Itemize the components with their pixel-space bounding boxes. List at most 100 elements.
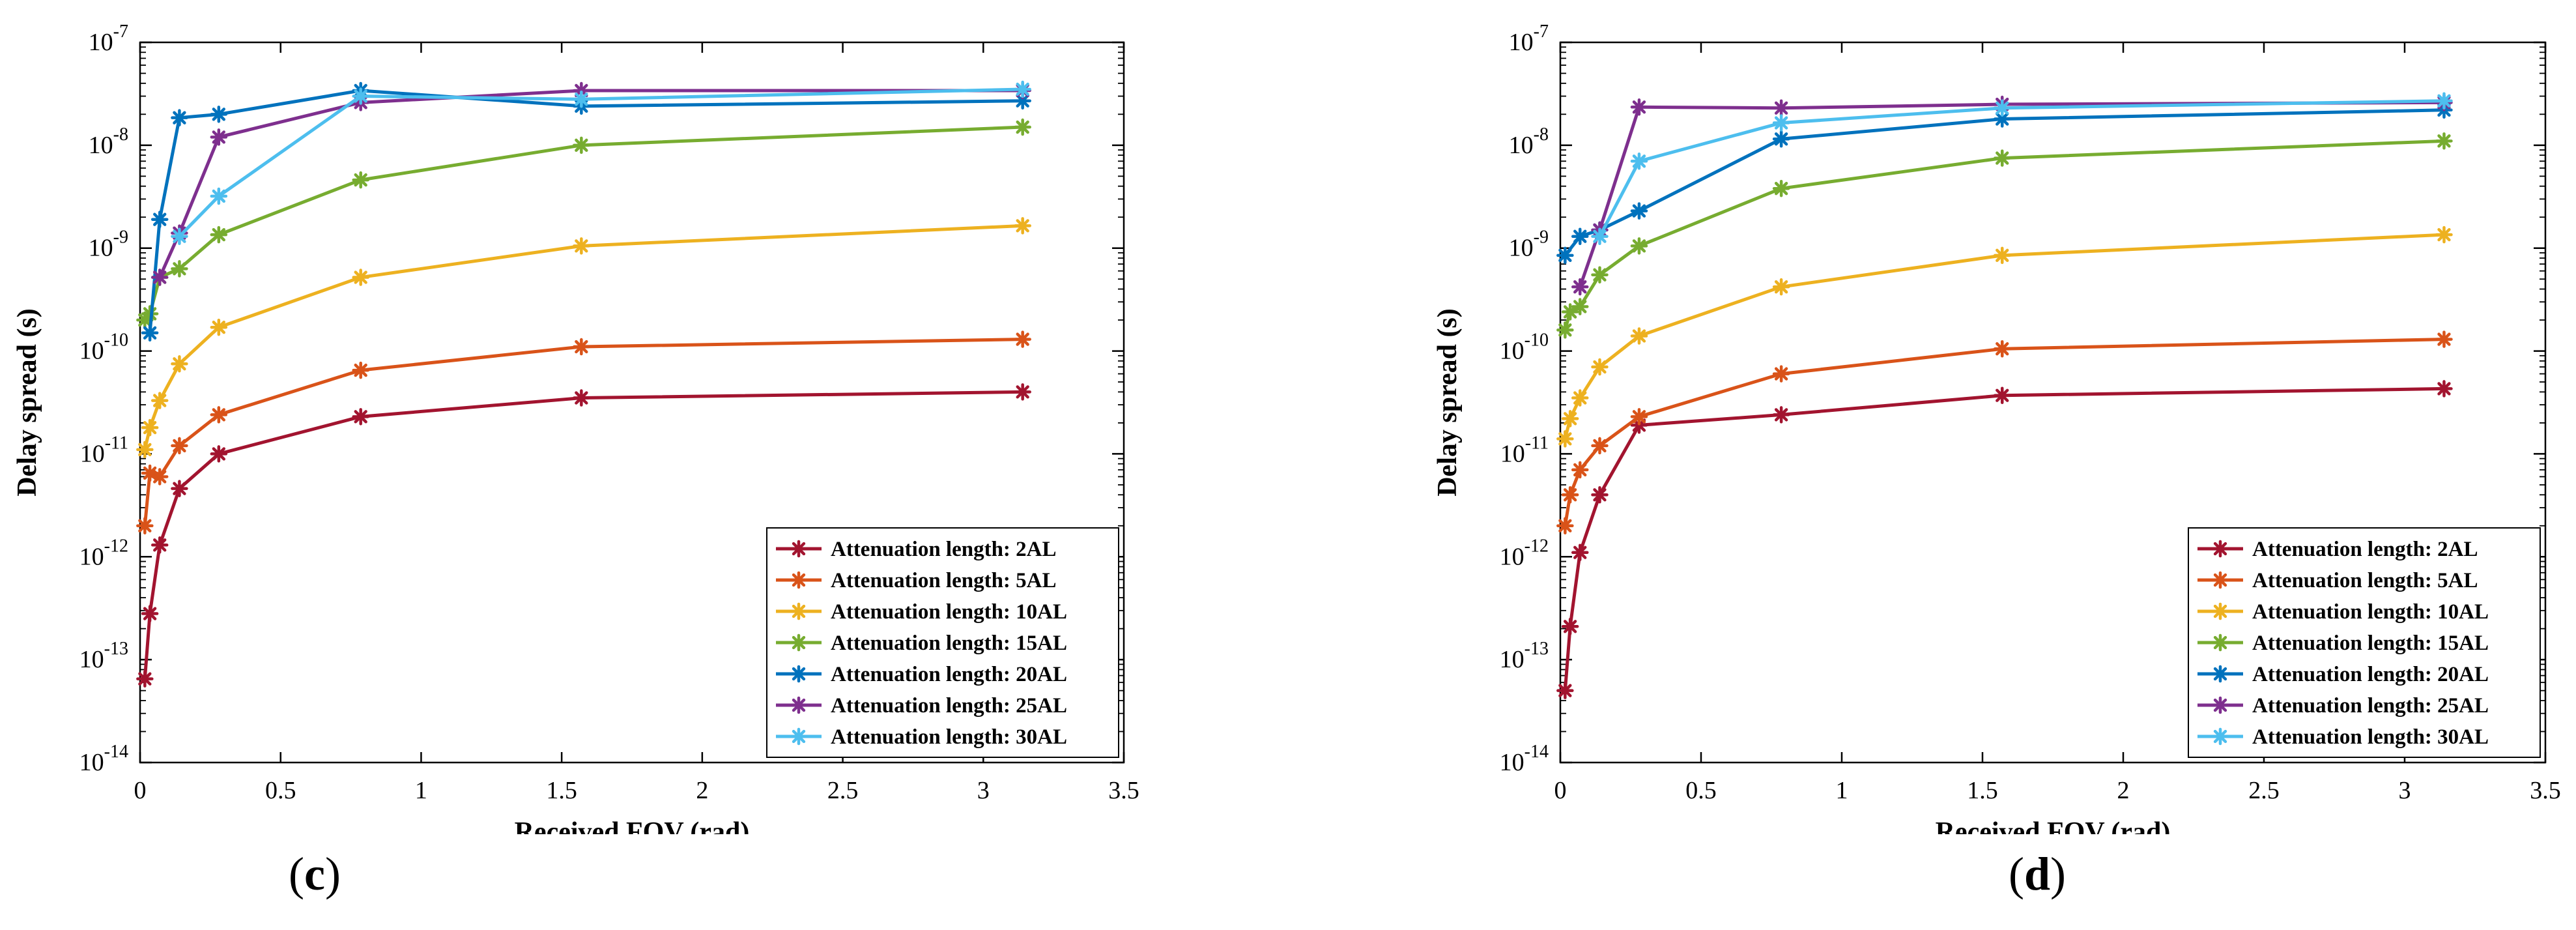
chart-c-legend-marker [790, 696, 808, 714]
chart-c-series-line [143, 224, 1023, 450]
chart-d-x-tick-label: 3.5 [2530, 777, 2561, 804]
chart-c-data-point [1014, 80, 1031, 98]
chart-d-data-point [1556, 517, 1574, 535]
chart-d-legend-label: Attenuation length: 5AL [2252, 569, 2478, 592]
chart-d-legend-marker [2211, 665, 2229, 683]
panel-label-d: (d) [2008, 848, 2066, 900]
chart-c-x-tick-label: 0.5 [265, 777, 296, 804]
chart-c-data-point [141, 324, 159, 342]
chart-c-legend-label: Attenuation length: 10AL [831, 600, 1067, 624]
chart-c-legend-entry: Attenuation length: 5AL [776, 569, 1057, 592]
chart-d-x-tick-label: 3 [2399, 777, 2411, 804]
chart-d-data-point [1630, 327, 1648, 345]
chart-d-legend-entry: Attenuation length: 5AL [2197, 569, 2478, 592]
chart-d-series-line [1563, 386, 2444, 691]
chart-d-data-point [1772, 278, 1790, 296]
panel-label-c: (c) [289, 848, 341, 900]
chart-c-x-tick-label: 1.5 [546, 777, 577, 804]
chart-d-series-1 [1556, 380, 2453, 699]
chart-c-data-point [210, 318, 228, 336]
chart-d-legend-marker [2211, 571, 2229, 589]
chart-d-data-point [2435, 132, 2453, 150]
chart-c-data-point [141, 418, 159, 437]
chart-c-data-point [171, 437, 188, 455]
chart-c-series-1 [136, 383, 1031, 688]
chart-c-y-tick-label: 10-14 [79, 742, 128, 776]
chart-d-x-tick-label: 1.5 [1967, 777, 1998, 804]
chart-c-data-point [352, 87, 369, 105]
chart-c-legend-marker [790, 602, 808, 620]
chart-d-data-point [1556, 430, 1574, 448]
chart-c-y-axis-label: Delay spread (s) [12, 308, 42, 497]
chart-c-data-point [136, 517, 154, 535]
chart-d-data-point [2435, 330, 2453, 348]
chart-d-legend-marker [2211, 540, 2229, 558]
chart-d-data-point [1556, 321, 1574, 339]
chart-d-series-7 [1591, 92, 2453, 245]
chart-c-data-point [573, 91, 590, 108]
chart-d-legend-label: Attenuation length: 30AL [2252, 725, 2489, 749]
chart-d-y-tick-label: 10-10 [1500, 330, 1549, 365]
chart-c-legend-label: Attenuation length: 2AL [831, 538, 1057, 561]
chart-c-legend-entry: Attenuation length: 20AL [776, 663, 1067, 686]
chart-c-data-point [1014, 118, 1031, 136]
chart-c-data-point [210, 225, 228, 244]
chart-d-x-tick-label: 1 [1836, 777, 1848, 804]
chart-c-data-point [171, 355, 188, 373]
chart-panel-c: 0 0.5 1 1.5 2 2.5 3 3.5 10-14 10-13 10-12 10-11 10-1… [12, 22, 1139, 900]
chart-c-series-line [143, 390, 1023, 679]
chart-d-x-axis-label: Received FOV (rad) [1936, 817, 2171, 834]
chart-c-data-point [136, 670, 154, 688]
chart-d-x-tick-label: 2.5 [2248, 777, 2280, 804]
chart-c-data-point [171, 227, 188, 245]
chart-d-legend-marker [2211, 602, 2229, 620]
chart-c-legend-entry: Attenuation length: 15AL [776, 632, 1067, 655]
chart-d-legend-entry: Attenuation length: 30AL [2197, 725, 2489, 749]
chart-c-data-point [150, 269, 169, 286]
chart-d-data-point [1993, 246, 2011, 265]
chart-c-legend-label: Attenuation length: 20AL [831, 663, 1067, 686]
chart-c-data-point [352, 171, 369, 189]
chart-c-legend-label: Attenuation length: 30AL [831, 725, 1067, 749]
chart-d-x-tick-label: 0 [1554, 777, 1567, 804]
chart-c-data-point [210, 187, 228, 205]
chart-d-data-point [1571, 544, 1589, 562]
chart-d-data-point [1993, 386, 2011, 404]
chart-d-series-line [1563, 338, 2444, 527]
panel-label-d-text: d [2024, 848, 2051, 900]
chart-d-series-3 [1556, 225, 2453, 448]
chart-d-data-point [1630, 153, 1648, 170]
chart-d-data-point [1772, 99, 1790, 117]
chart-d-y-tick-label: 10-7 [1509, 22, 1549, 56]
chart-c-x-tick-label: 2 [696, 777, 708, 804]
chart-c-y-tick-label: 10-7 [89, 22, 128, 56]
chart-c-legend-box [766, 527, 1119, 758]
chart-d-data-point [1591, 486, 1609, 504]
panel-label-c-text: c [304, 848, 325, 900]
chart-d-data-point [1571, 298, 1589, 315]
chart-d-legend-marker [2211, 696, 2229, 714]
chart-d-y-tick-label: 10-8 [1509, 124, 1549, 159]
chart-d-data-point [1630, 98, 1648, 116]
chart-d-data-point [1591, 437, 1609, 455]
chart-d-data-point [1591, 266, 1609, 283]
chart-c-data-point [136, 441, 154, 459]
chart-c-y-tick-label: 10-13 [79, 639, 128, 673]
chart-d-x-tick-label: 0.5 [1685, 777, 1717, 804]
chart-d-legend-label: Attenuation length: 2AL [2252, 538, 2478, 561]
chart-c-legend: Attenuation length: 2AL Attenuation lengt… [766, 527, 1119, 758]
chart-c-x-tick-label: 2.5 [827, 777, 859, 804]
chart-c-y-tick-label: 10-9 [89, 227, 128, 262]
chart-c-data-point [171, 109, 188, 126]
chart-d-data-point [1561, 486, 1579, 504]
chart-c-data-point [573, 389, 590, 407]
chart-d-legend-box [2188, 527, 2541, 758]
chart-c-series-3 [136, 217, 1031, 459]
chart-d-y-tick-label: 10-12 [1500, 536, 1549, 570]
chart-d-legend-entry: Attenuation length: 2AL [2197, 538, 2478, 561]
chart-d-data-point [1591, 358, 1609, 376]
chart-d-legend-label: Attenuation length: 25AL [2252, 694, 2489, 718]
chart-c-data-point [573, 136, 590, 154]
chart-d-legend-label: Attenuation length: 20AL [2252, 663, 2489, 686]
chart-c-data-point [150, 392, 169, 409]
